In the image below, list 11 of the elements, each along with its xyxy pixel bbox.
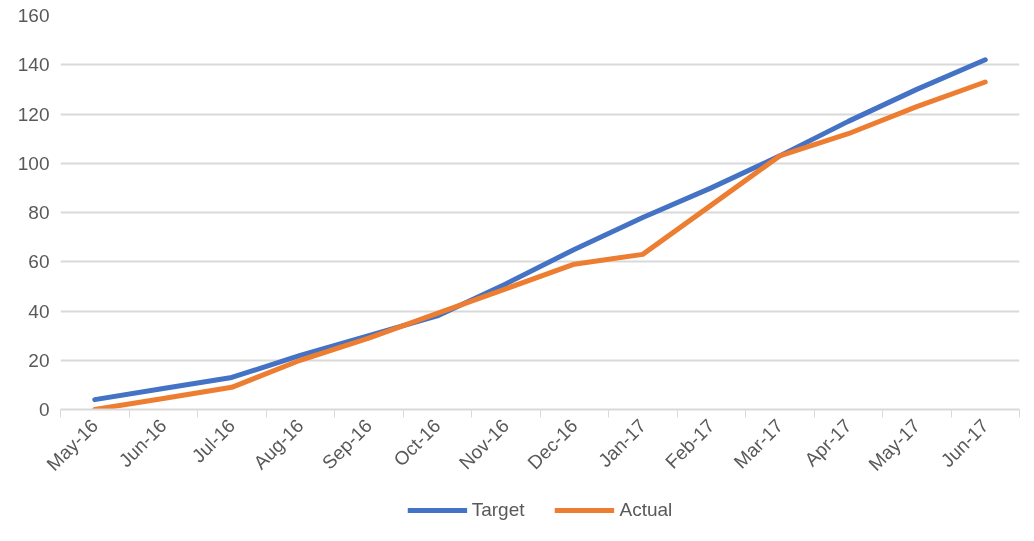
y-tick-label: 60: [28, 251, 50, 273]
y-tick-label: 160: [17, 5, 50, 26]
y-tick-label: 100: [17, 152, 50, 174]
y-tick-label: 20: [28, 349, 50, 371]
y-tick-label: 80: [28, 202, 50, 223]
legend-label: Actual: [619, 499, 673, 521]
y-tick-label: 120: [17, 103, 50, 125]
y-tick-label: 40: [28, 300, 50, 322]
y-tick-label: 0: [38, 399, 50, 420]
y-tick-label: 140: [17, 54, 50, 76]
legend-label: Target: [471, 499, 525, 521]
